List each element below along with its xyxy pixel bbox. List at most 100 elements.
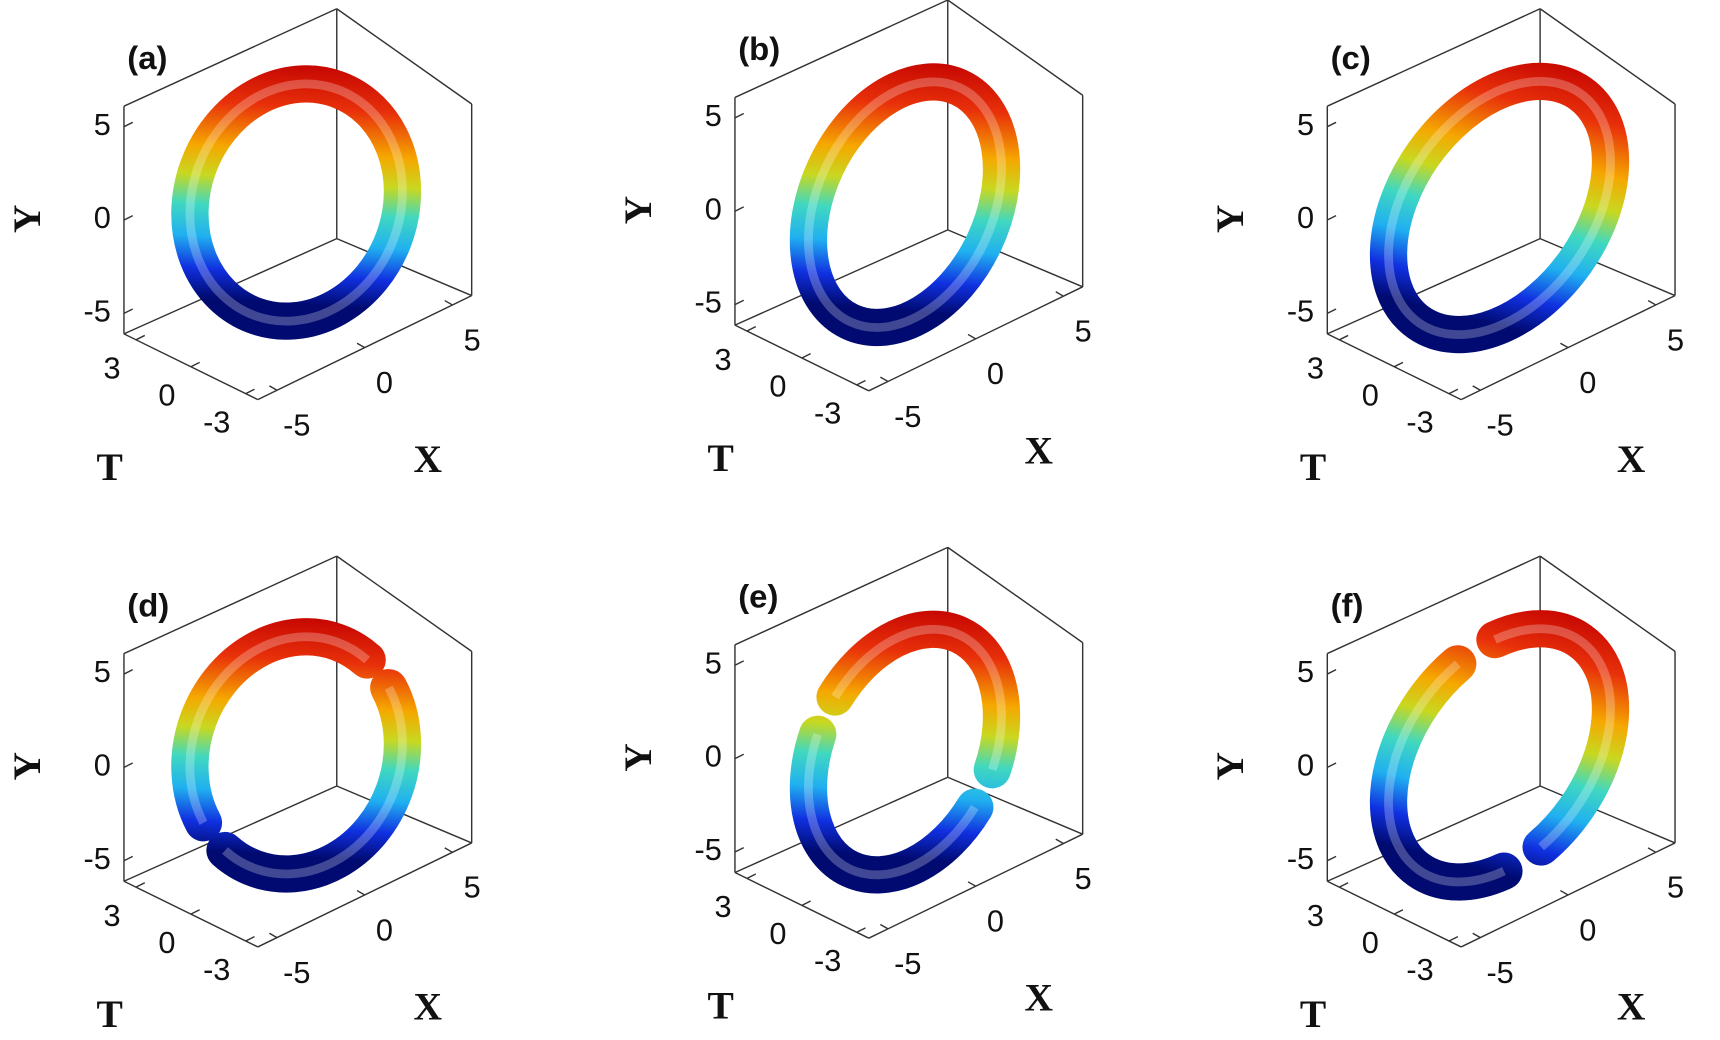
t-tick-label: 0 [1362, 925, 1379, 960]
y-tick-label: 0 [94, 748, 111, 783]
t-axis-title: T [708, 436, 734, 480]
t-tick-label: 3 [715, 342, 732, 377]
t-tick-label: 0 [158, 378, 175, 413]
panel-label: (f) [1331, 586, 1364, 623]
x-tick [268, 385, 278, 391]
x-tick-label: -5 [894, 946, 921, 981]
isosurface [789, 610, 1021, 894]
t-axis-title: T [97, 445, 123, 489]
x-tick-label: -5 [283, 955, 310, 990]
t-tick-label: -3 [1406, 404, 1433, 439]
t-tick-label: 3 [1307, 351, 1324, 386]
t-tick-label: 0 [769, 369, 786, 404]
t-tick-label: 0 [769, 916, 786, 951]
y-tick [1326, 762, 1337, 769]
x-axis-title: X [1617, 437, 1646, 481]
t-tick [1448, 388, 1459, 395]
x-axis-title: X [1617, 985, 1646, 1029]
t-tick-label: 0 [158, 925, 175, 960]
y-axis-title: Y [5, 205, 49, 233]
x-tick-label: 0 [376, 912, 393, 947]
x-tick [1055, 291, 1064, 297]
x-tick-label: 0 [1579, 365, 1596, 400]
x-tick-label: 5 [464, 322, 481, 357]
t-axis-title: T [1300, 445, 1326, 489]
y-tick-label: -5 [1287, 841, 1314, 876]
t-tick [746, 873, 757, 880]
y-tick-label: 0 [1297, 748, 1314, 783]
y-tick-label: 0 [705, 739, 722, 774]
y-tick [734, 846, 745, 853]
t-tick-label: -3 [814, 396, 841, 431]
t-tick [245, 936, 255, 942]
isosurface-highlight [1384, 77, 1615, 339]
box-edge [1539, 8, 1676, 105]
t-axis-title: T [708, 983, 734, 1027]
box-edge [947, 546, 1084, 644]
y-tick-label: 5 [1297, 107, 1314, 142]
x-tick [356, 342, 366, 349]
x-tick [268, 932, 278, 939]
panel-label: (d) [127, 586, 169, 623]
t-tick-label: -3 [203, 952, 230, 987]
x-tick-label: 5 [1075, 861, 1092, 896]
y-tick [734, 660, 745, 666]
box-edge [336, 785, 472, 844]
isosurface [1369, 62, 1630, 354]
box-edge [123, 8, 338, 107]
y-axis-title: Y [1208, 205, 1252, 233]
box-edge [1539, 555, 1676, 652]
x-tick [1055, 838, 1064, 845]
t-tick-label: -3 [1406, 952, 1433, 987]
box-edge [947, 776, 1083, 835]
x-tick-label: -5 [1486, 408, 1513, 443]
y-tick-label: 0 [705, 191, 722, 226]
panel: -5 0 5 -3 0 3 -5 0 5 Y T X (d) [5, 555, 481, 1036]
y-tick-label: -5 [694, 832, 721, 867]
x-tick-label: 0 [987, 904, 1004, 939]
y-tick-label: 5 [94, 654, 111, 689]
box-edge [734, 229, 949, 326]
x-tick [444, 299, 453, 306]
y-tick-label: -5 [83, 841, 110, 876]
x-tick [444, 847, 453, 853]
box-edge [336, 237, 472, 297]
x-tick [1647, 299, 1657, 306]
t-tick [856, 379, 866, 386]
x-tick [356, 889, 366, 896]
t-tick [1448, 936, 1459, 942]
y-tick [734, 299, 745, 306]
y-tick-label: -5 [694, 285, 721, 320]
isosurface-highlight [185, 632, 407, 879]
y-tick [1326, 215, 1337, 221]
x-tick-label: 5 [464, 870, 481, 905]
t-axis-title: T [1300, 992, 1326, 1036]
y-tick-label: 5 [705, 98, 722, 133]
isosurface-highlight [185, 79, 407, 326]
x-tick [1647, 847, 1657, 853]
y-tick [123, 215, 134, 221]
y-tick [1326, 308, 1337, 315]
t-tick [1339, 334, 1349, 341]
t-tick [135, 882, 146, 888]
isosurface [171, 65, 422, 340]
x-tick-label: 0 [987, 356, 1004, 391]
isosurface-highlight [1384, 624, 1615, 887]
t-tick [746, 326, 757, 332]
t-tick-label: 3 [1307, 898, 1324, 933]
t-tick-label: 3 [715, 889, 732, 924]
panel-label: (b) [738, 30, 780, 67]
t-tick-label: -3 [203, 404, 230, 439]
t-tick [1393, 361, 1404, 368]
x-axis-title: X [1025, 428, 1054, 472]
t-tick [1393, 909, 1404, 915]
x-tick-label: 0 [376, 365, 393, 400]
y-tick [734, 753, 745, 760]
t-tick [135, 334, 146, 341]
y-tick-label: -5 [1287, 294, 1314, 329]
y-tick [734, 112, 745, 119]
y-tick [123, 669, 134, 675]
y-tick-label: 5 [705, 645, 722, 680]
box-edge [1326, 8, 1541, 107]
